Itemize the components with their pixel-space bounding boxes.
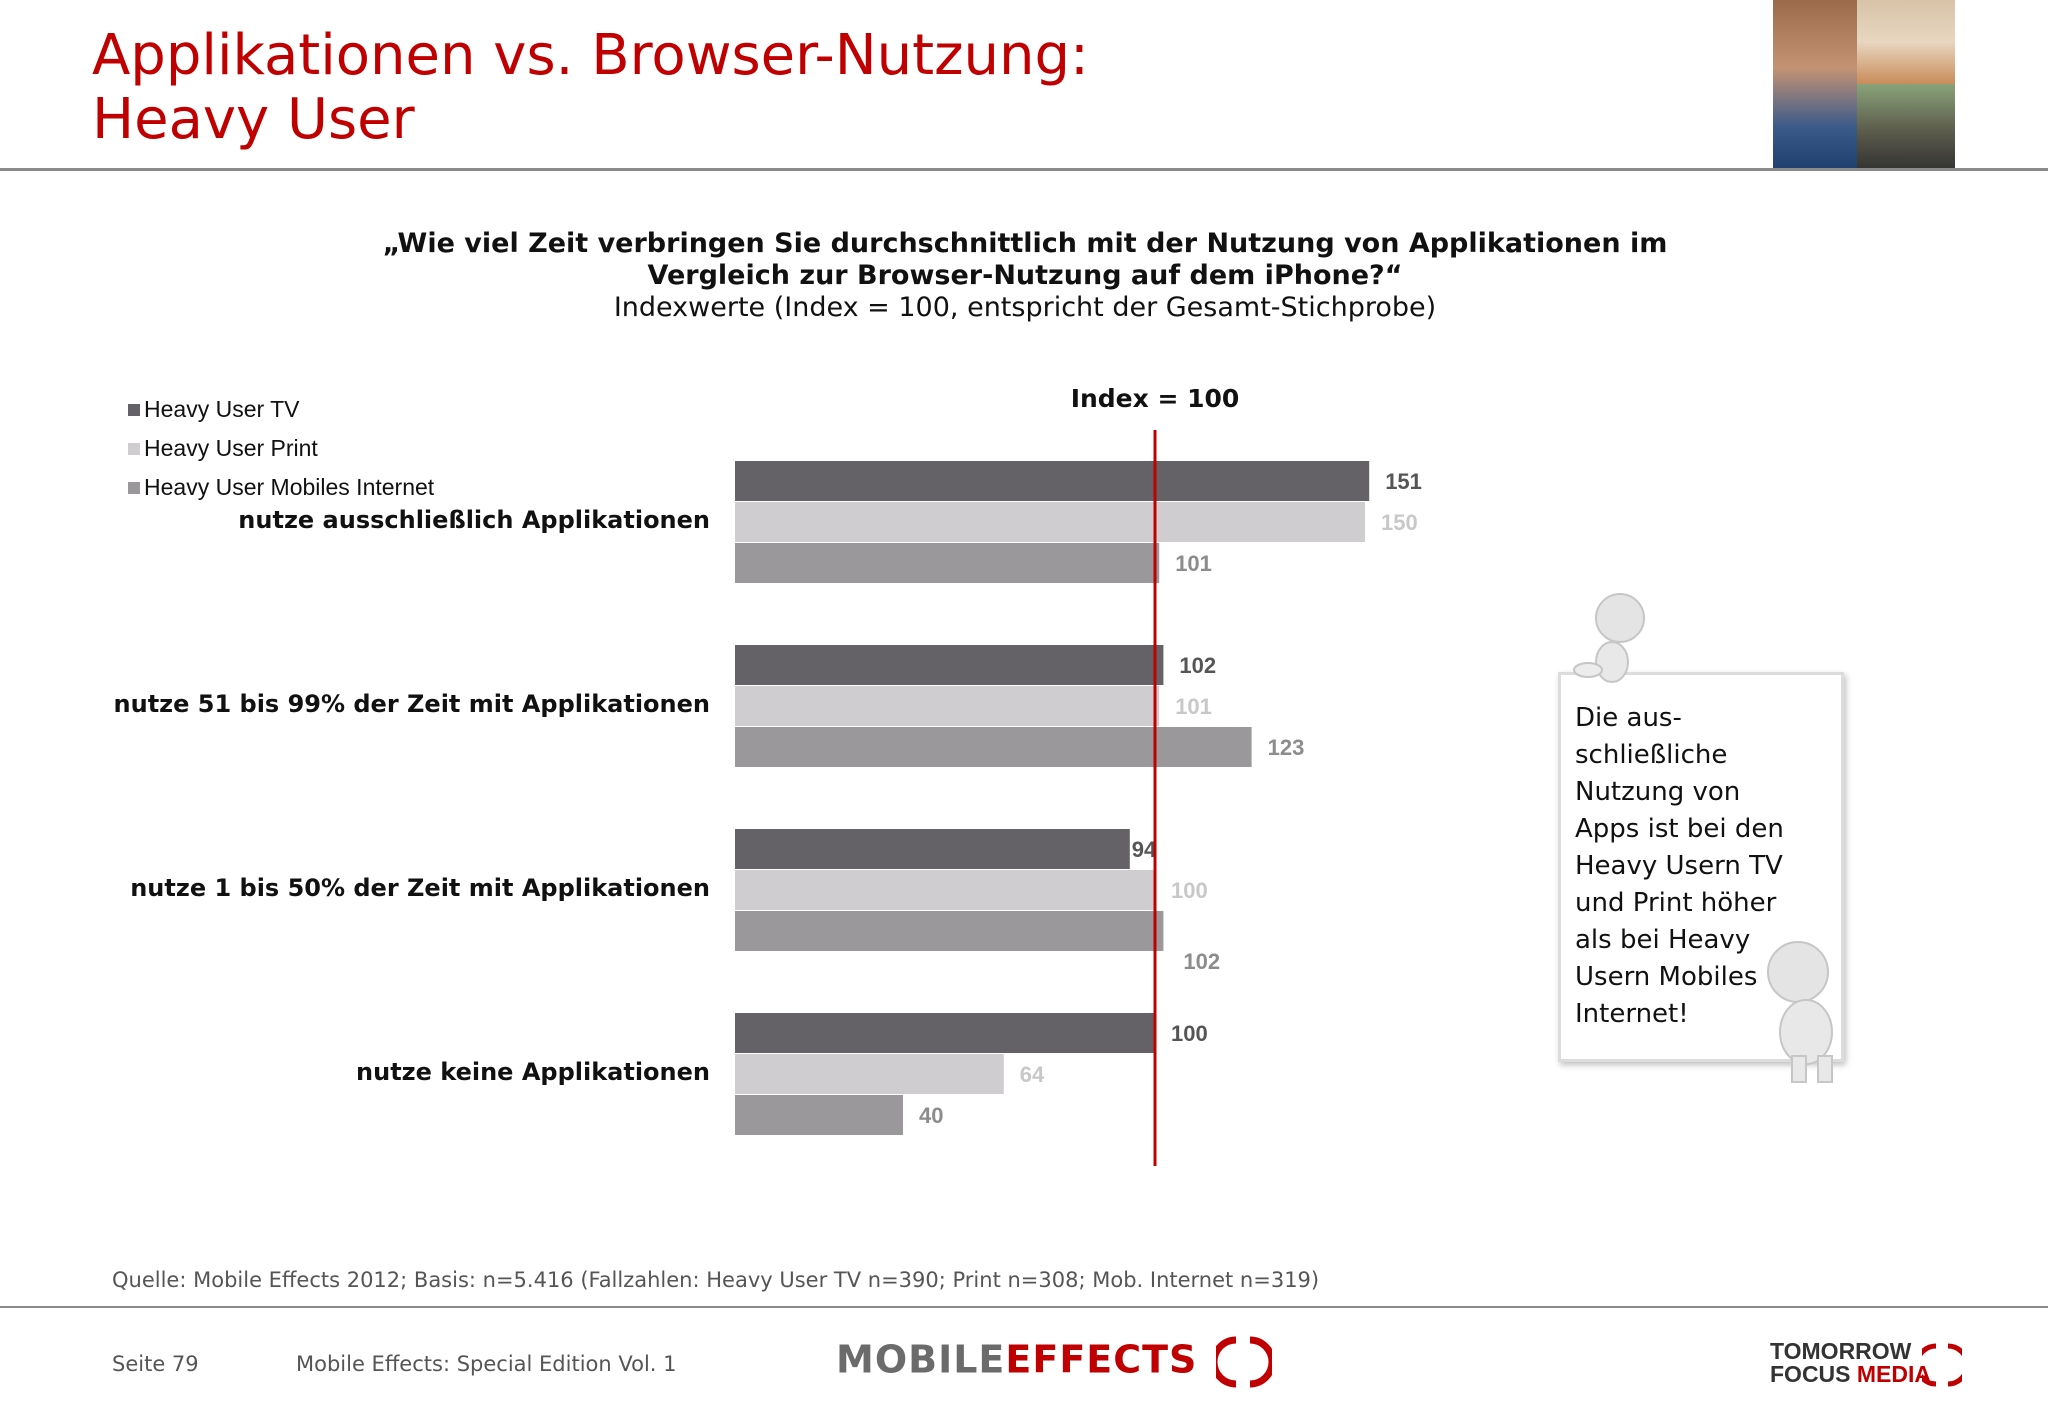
bar-2-3: [735, 1095, 903, 1135]
bar-2-1: [735, 727, 1252, 767]
value-label-0-3: 100: [1171, 1021, 1208, 1046]
callout-line-3: Apps ist bei den: [1575, 814, 1784, 844]
callout-box: [1558, 672, 1844, 1062]
category-label-0: nutze ausschließlich Applikationen: [238, 506, 710, 534]
logo-word-effects: EFFECTS: [1005, 1337, 1198, 1382]
source-note: Quelle: Mobile Effects 2012; Basis: n=5.…: [112, 1268, 1320, 1292]
value-label-0-1: 102: [1179, 653, 1216, 678]
tomorrow-bracket-icon: [1922, 1343, 1962, 1387]
value-label-2-2: 102: [1183, 949, 1220, 974]
footer-divider: [0, 1306, 2048, 1308]
question-line-2: Vergleich zur Browser-Nutzung auf dem iP…: [647, 260, 1403, 291]
legend-swatch-mobile: [128, 481, 140, 494]
legend-swatch-tv: [128, 403, 140, 416]
figure-top-icon: [1573, 593, 1645, 683]
logo-word-mobile: MOBILE: [836, 1337, 1006, 1382]
bar-1-3: [735, 1054, 1004, 1094]
callout-line-6: als bei Heavy: [1575, 925, 1751, 955]
edition-label: Mobile Effects: Special Edition Vol. 1: [296, 1352, 677, 1376]
callout-line-0: Die aus-: [1575, 703, 1682, 733]
reference-line-label: Index = 100: [1070, 384, 1240, 413]
legend-item-tv: Heavy User TV: [128, 390, 434, 429]
callout-text: Die aus- schließliche Nutzung von Apps i…: [1575, 700, 1805, 1033]
value-label-2-3: 40: [919, 1103, 943, 1128]
header-photo-collage: [1773, 0, 1955, 170]
photo-man-with-phone: [1773, 0, 1857, 170]
category-label-1: nutze 51 bis 99% der Zeit mit Applikatio…: [113, 690, 710, 718]
tomorrow-focus-media-logo: TOMORROW FOCUS MEDIA: [1770, 1340, 1931, 1386]
page-title: Applikationen vs. Browser-Nutzung: Heavy…: [92, 24, 1089, 152]
bar-1-0: [735, 502, 1365, 542]
callout-line-4: Heavy Usern TV: [1575, 851, 1783, 881]
bar-1-2: [735, 870, 1155, 910]
logo-word-media: MEDIA: [1856, 1361, 1932, 1387]
question-line-1: „Wie viel Zeit verbringen Sie durchschni…: [382, 228, 1668, 259]
title-line-1: Applikationen vs. Browser-Nutzung:: [92, 23, 1089, 88]
photo-man-with-laptop: [1857, 84, 1955, 170]
value-label-0-0: 151: [1385, 469, 1422, 494]
figure-bottom-icon: [1767, 941, 1833, 1083]
legend-item-print: Heavy User Print: [128, 429, 434, 468]
bar-1-1: [735, 686, 1160, 726]
question-subtitle: Indexwerte (Index = 100, entspricht der …: [613, 292, 1437, 323]
callout-line-8: Internet!: [1575, 999, 1689, 1029]
value-label-2-0: 101: [1175, 551, 1212, 576]
bar-0-0: [735, 461, 1370, 501]
bar-0-2: [735, 829, 1130, 869]
value-label-1-1: 101: [1175, 694, 1212, 719]
legend-label-print: Heavy User Print: [144, 435, 318, 461]
callout-line-7: Usern Mobiles: [1575, 962, 1758, 992]
logo-word-tomorrow: TOMORROW: [1770, 1338, 1912, 1364]
photo-woman-smiling: [1857, 0, 1955, 84]
page-number: Seite 79: [112, 1352, 199, 1376]
value-label-1-0: 150: [1381, 510, 1418, 535]
callout-line-5: und Print höher: [1575, 888, 1777, 918]
logo-bracket-icon: [1210, 1336, 1276, 1388]
survey-question: „Wie viel Zeit verbringen Sie durchschni…: [300, 228, 1750, 324]
header-divider: [0, 168, 2048, 171]
legend-label-tv: Heavy User TV: [144, 396, 300, 422]
value-label-2-1: 123: [1268, 735, 1305, 760]
value-label-0-2: 94: [1132, 837, 1157, 862]
value-label-1-2: 100: [1171, 878, 1208, 903]
chart-legend: Heavy User TV Heavy User Print Heavy Use…: [128, 390, 434, 507]
mobile-effects-logo: MOBILEEFFECTS: [836, 1336, 1276, 1388]
bar-0-1: [735, 645, 1164, 685]
value-label-1-3: 64: [1020, 1062, 1045, 1087]
legend-label-mobile: Heavy User Mobiles Internet: [144, 474, 435, 500]
category-label-2: nutze 1 bis 50% der Zeit mit Applikation…: [130, 874, 710, 902]
title-line-2: Heavy User: [92, 87, 415, 152]
bar-2-0: [735, 543, 1160, 583]
callout-line-2: Nutzung von: [1575, 777, 1741, 807]
logo-word-focus: FOCUS: [1770, 1361, 1851, 1387]
bar-2-2: [735, 911, 1164, 951]
category-label-3: nutze keine Applikationen: [356, 1058, 710, 1086]
legend-swatch-print: [128, 442, 140, 455]
bar-0-3: [735, 1013, 1155, 1053]
legend-item-mobile: Heavy User Mobiles Internet: [128, 468, 434, 507]
callout-line-1: schließliche: [1575, 740, 1728, 770]
